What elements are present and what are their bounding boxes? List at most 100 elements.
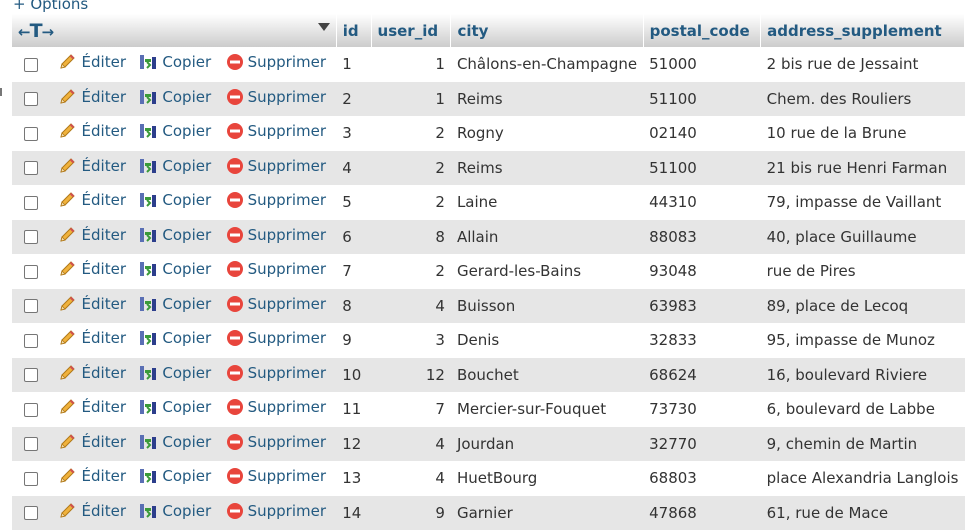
dropdown-triangle-icon[interactable] — [317, 22, 330, 31]
edit-cell: Éditer — [51, 185, 133, 220]
edit-cell: Éditer — [51, 150, 133, 185]
edit-button[interactable]: Éditer — [58, 398, 126, 416]
delete-button[interactable]: Supprimer — [226, 191, 326, 209]
row-checkbox[interactable] — [24, 506, 38, 521]
delete-button[interactable]: Supprimer — [226, 295, 326, 313]
edit-button[interactable]: Éditer — [58, 157, 126, 175]
column-header-postal-code[interactable]: postal_code — [643, 14, 762, 47]
copy-button[interactable]: Copier — [138, 88, 211, 106]
cell-user-id: 4 — [371, 426, 451, 461]
copy-button[interactable]: Copier — [138, 260, 211, 278]
row-checkbox[interactable] — [24, 92, 38, 107]
options-link[interactable]: + Options — [13, 0, 89, 13]
delete-button[interactable]: Supprimer — [226, 364, 326, 382]
edit-button[interactable]: Éditer — [58, 467, 126, 485]
delete-cell: Supprimer — [219, 426, 337, 461]
copy-button[interactable]: Copier — [138, 226, 211, 244]
edit-button[interactable]: Éditer — [58, 122, 126, 140]
delete-button[interactable]: Supprimer — [226, 398, 326, 416]
copy-button[interactable]: Copier — [138, 364, 211, 382]
delete-button[interactable]: Supprimer — [226, 226, 326, 244]
column-header-address-supplement[interactable]: address_supplement — [760, 14, 965, 47]
row-checkbox[interactable] — [24, 471, 38, 486]
table-row: Éditer Copier Supprimer — [12, 426, 965, 461]
copy-button[interactable]: Copier — [138, 398, 211, 416]
row-checkbox[interactable] — [24, 368, 38, 383]
edit-button[interactable]: Éditer — [58, 329, 126, 347]
delete-button[interactable]: Supprimer — [226, 467, 326, 485]
copy-button[interactable]: Copier — [138, 122, 211, 140]
row-checkbox[interactable] — [24, 437, 38, 452]
delete-button[interactable]: Supprimer — [226, 433, 326, 451]
delete-icon — [226, 261, 243, 278]
row-checkbox[interactable] — [24, 161, 38, 176]
row-select-cell — [12, 254, 52, 289]
cell-postal-code: 51100 — [643, 81, 761, 116]
arrow-right-icon[interactable]: → — [41, 22, 55, 41]
cell-user-id: 12 — [371, 357, 451, 392]
delete-button[interactable]: Supprimer — [226, 260, 326, 278]
copy-button[interactable]: Copier — [138, 295, 211, 313]
delete-label: Supprimer — [247, 467, 327, 486]
delete-button[interactable]: Supprimer — [226, 502, 326, 520]
delete-icon — [226, 330, 243, 347]
copy-button[interactable]: Copier — [138, 467, 211, 485]
column-header-user-id[interactable]: user_id — [371, 14, 452, 47]
copy-button[interactable]: Copier — [138, 53, 211, 71]
cell-user-id: 4 — [371, 288, 451, 323]
edit-button[interactable]: Éditer — [58, 191, 126, 209]
edit-cell: Éditer — [51, 323, 133, 358]
copy-button[interactable]: Copier — [138, 433, 211, 451]
edit-cell: Éditer — [51, 219, 133, 254]
cell-postal-code: 68803 — [643, 461, 761, 496]
edit-button[interactable]: Éditer — [58, 226, 126, 244]
copy-button[interactable]: Copier — [138, 502, 211, 520]
cell-user-id: 1 — [371, 81, 451, 116]
edit-button[interactable]: Éditer — [58, 260, 126, 278]
delete-button[interactable]: Supprimer — [226, 88, 326, 106]
row-checkbox[interactable] — [24, 333, 38, 348]
edit-button[interactable]: Éditer — [58, 433, 126, 451]
row-checkbox[interactable] — [24, 230, 38, 245]
copy-label: Copier — [162, 122, 212, 141]
edit-button[interactable]: Éditer — [58, 364, 126, 382]
pencil-icon — [59, 434, 75, 449]
row-checkbox[interactable] — [24, 57, 38, 72]
delete-button[interactable]: Supprimer — [226, 122, 326, 140]
row-checkbox[interactable] — [24, 195, 38, 210]
delete-button[interactable]: Supprimer — [226, 53, 326, 71]
row-select-cell — [12, 219, 52, 254]
cell-id: 14 — [336, 495, 372, 530]
delete-button[interactable]: Supprimer — [226, 329, 326, 347]
edit-button[interactable]: Éditer — [58, 502, 126, 520]
delete-button[interactable]: Supprimer — [226, 157, 326, 175]
delete-cell: Supprimer — [219, 219, 337, 254]
column-header-id[interactable]: id — [336, 14, 372, 47]
arrow-left-icon[interactable]: ← — [18, 22, 31, 41]
copy-button[interactable]: Copier — [138, 191, 211, 209]
column-expand-icon[interactable]: T — [29, 19, 43, 42]
cell-user-id: 8 — [371, 219, 451, 254]
delete-icon — [226, 364, 243, 381]
edit-button[interactable]: Éditer — [58, 295, 126, 313]
column-header-city[interactable]: city — [450, 14, 644, 47]
pencil-icon — [59, 192, 75, 207]
pencil-icon — [59, 365, 75, 380]
copy-label: Copier — [162, 501, 212, 520]
copy-button[interactable]: Copier — [138, 157, 211, 175]
row-checkbox[interactable] — [24, 299, 38, 314]
row-checkbox[interactable] — [24, 402, 38, 417]
copy-button[interactable]: Copier — [138, 329, 211, 347]
copy-cell: Copier — [132, 461, 220, 496]
delete-cell: Supprimer — [219, 47, 337, 82]
delete-label: Supprimer — [247, 432, 327, 451]
row-checkbox[interactable] — [24, 126, 38, 141]
cell-id: 4 — [336, 150, 372, 185]
row-select-cell — [12, 323, 52, 358]
edit-cell: Éditer — [51, 288, 133, 323]
cell-city: Reims — [450, 150, 644, 185]
row-checkbox[interactable] — [24, 264, 38, 279]
edit-button[interactable]: Éditer — [58, 53, 126, 71]
edit-button[interactable]: Éditer — [58, 88, 126, 106]
cell-user-id: 2 — [371, 185, 451, 220]
